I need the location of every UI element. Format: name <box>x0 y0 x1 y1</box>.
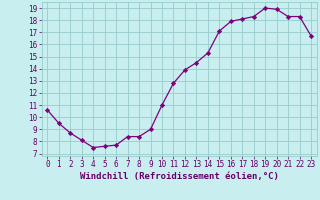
X-axis label: Windchill (Refroidissement éolien,°C): Windchill (Refroidissement éolien,°C) <box>80 172 279 181</box>
